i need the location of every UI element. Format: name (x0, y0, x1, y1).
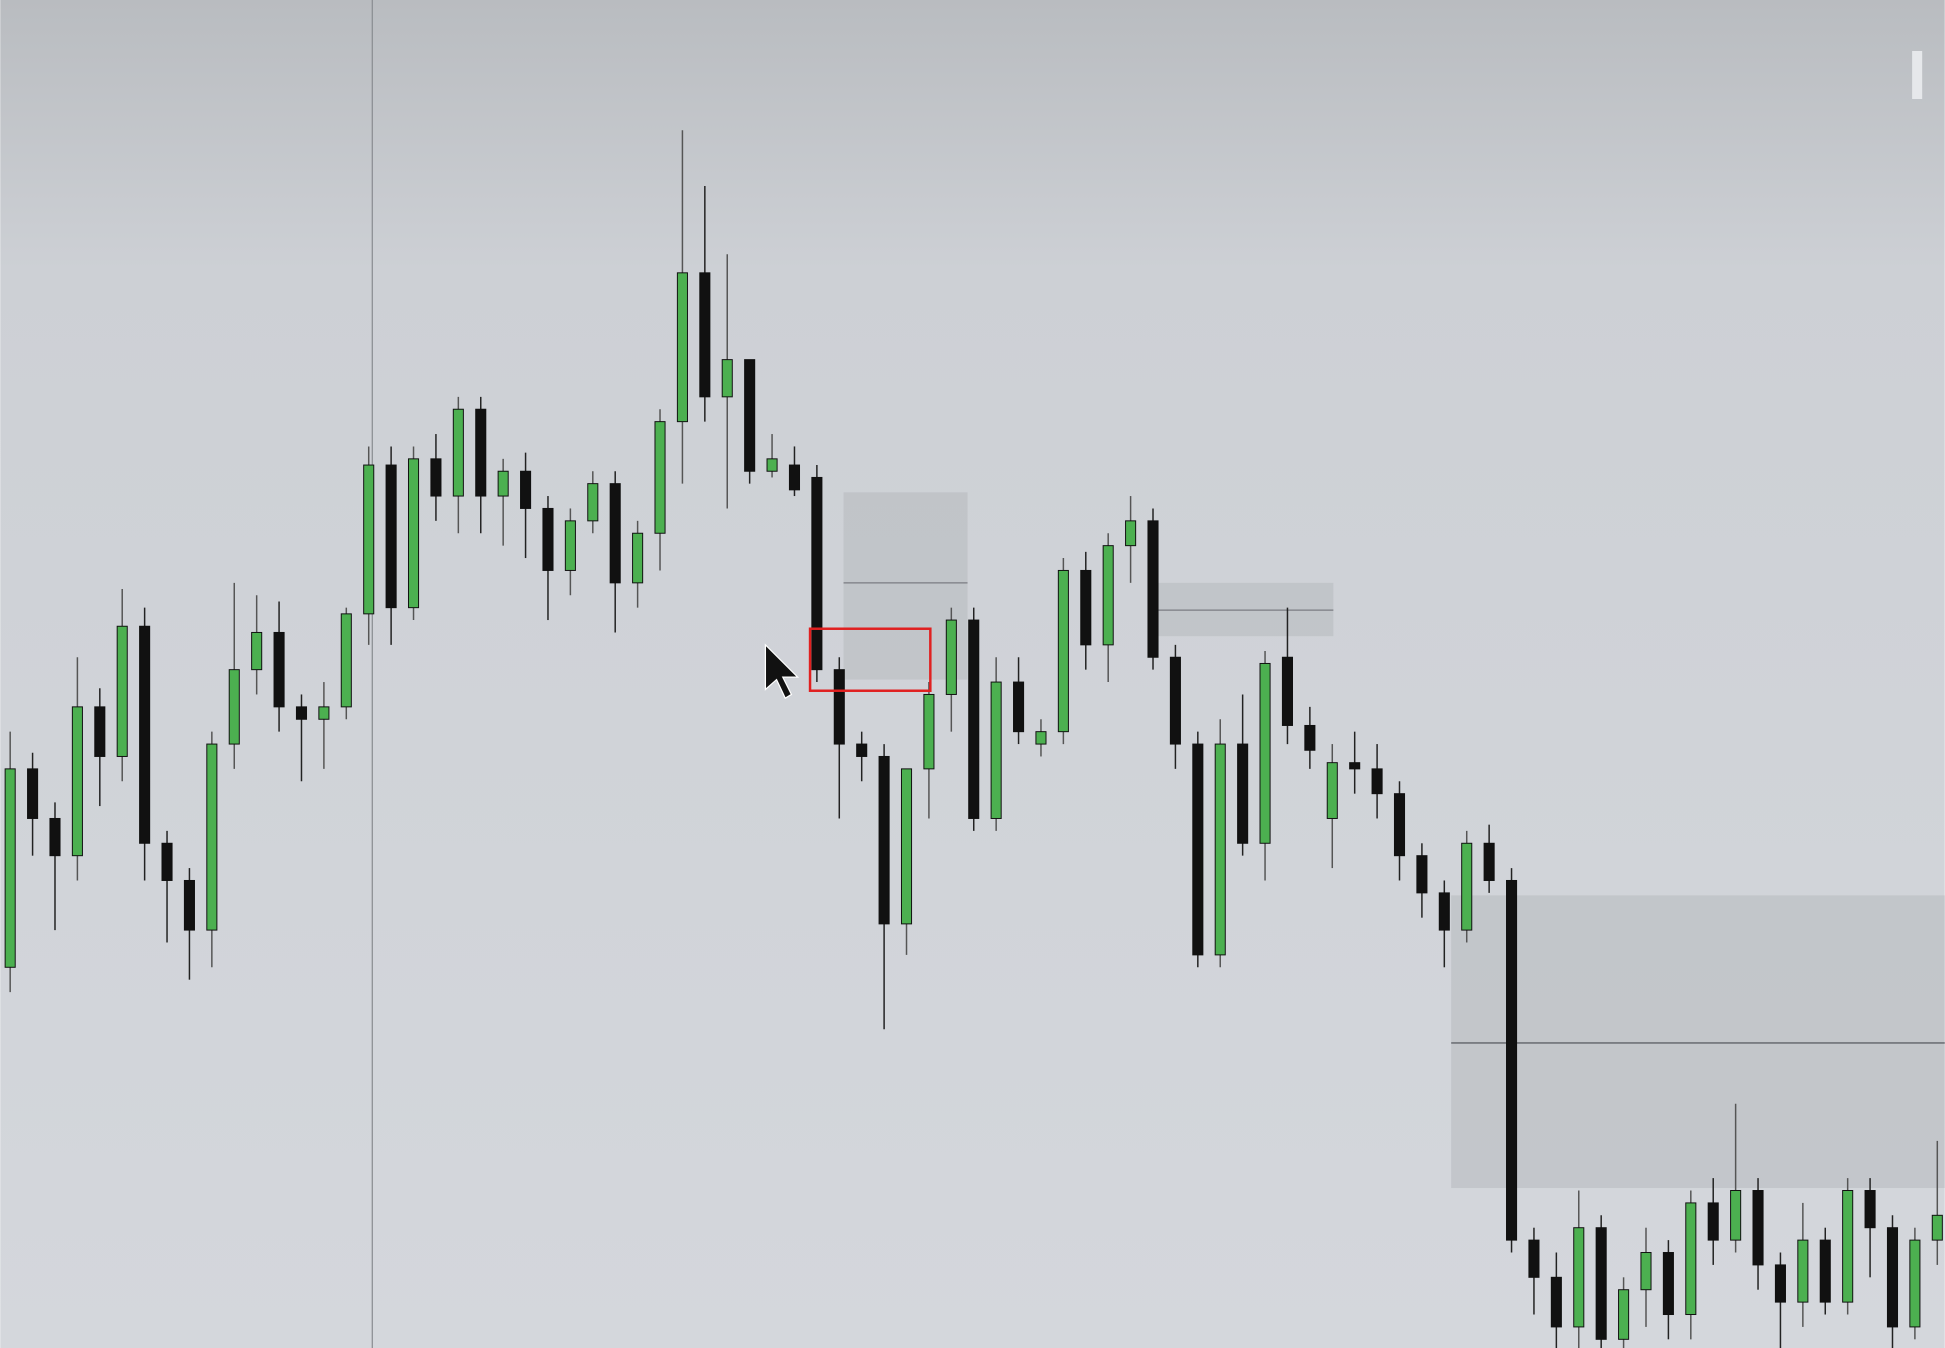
candle-body-down (609, 483, 621, 584)
highlight-box (808, 627, 932, 692)
candle-body-up (1214, 743, 1226, 956)
candle-body-up (900, 768, 913, 925)
candle-body-up (632, 532, 644, 584)
candle-body-down (1147, 520, 1159, 658)
candle-body-down (161, 842, 173, 881)
candle-body-down (1393, 793, 1406, 857)
candle-body-down (788, 464, 801, 491)
candle-body-down (1416, 855, 1428, 894)
candle-body-up (923, 693, 935, 770)
candle-body-up (945, 619, 957, 695)
candle-body-down (1506, 879, 1518, 1241)
candle-body-up (4, 768, 16, 968)
candle-body-up (766, 458, 778, 472)
candle-body-up (564, 520, 576, 571)
candle-body-down (1304, 724, 1316, 751)
candle-body-down (1371, 768, 1383, 795)
candle-body-up (1326, 762, 1338, 819)
zone (1451, 895, 1945, 1189)
candle-body-down (1169, 656, 1181, 745)
candle-body-up (318, 706, 330, 720)
candle-body-down (1886, 1227, 1899, 1328)
candle-body-up (676, 272, 688, 423)
candle-body-up (990, 681, 1002, 819)
candle-body-down (1080, 569, 1092, 646)
candle-body-up (1931, 1214, 1943, 1241)
candle-body-down (1483, 842, 1495, 881)
candle-body-down (1774, 1264, 1786, 1303)
candle-body-up (1573, 1227, 1585, 1328)
candle-body-up (452, 408, 464, 497)
candle-body-up (407, 458, 420, 609)
candle-body-up (251, 631, 263, 671)
candle-body-up (497, 470, 509, 497)
candle-body-down (94, 706, 106, 757)
candle-body-up (1125, 520, 1137, 547)
candle-body-down (968, 619, 980, 819)
candle-body-up (71, 706, 83, 857)
candle-body-up (1102, 545, 1114, 646)
candle-body-down (1662, 1252, 1674, 1316)
candle-body-up (654, 421, 666, 534)
candle-body-up (228, 669, 240, 745)
candle-body-up (721, 359, 733, 398)
candle-body-up (206, 743, 218, 931)
candle-body-down (811, 476, 823, 671)
candle-body-down (1192, 743, 1204, 956)
candle-body-down (878, 755, 890, 925)
candle-body-up (1909, 1239, 1921, 1328)
candle-body-down (856, 743, 868, 757)
watermark: I (1908, 36, 1927, 114)
candle-body-down (273, 631, 285, 708)
candle-body-down (430, 458, 442, 497)
candle-body-down (1595, 1227, 1607, 1340)
candle-body-up (1035, 731, 1047, 745)
candle-body-up (1461, 842, 1473, 931)
candle-body-down (1237, 743, 1249, 844)
candle-body-down (1819, 1239, 1831, 1303)
candle-body-down (1281, 656, 1293, 726)
candle-body-down (385, 464, 397, 609)
candle-body-up (587, 483, 599, 522)
candle-body-up (1640, 1252, 1652, 1291)
candle-body-down (27, 768, 39, 819)
candle-body-down (295, 706, 308, 720)
candle-body-up (1685, 1202, 1697, 1316)
candle-body-up (340, 613, 352, 708)
candle-body-down (1752, 1190, 1764, 1266)
candle-body-down (1438, 892, 1450, 931)
candle-body-down (475, 408, 487, 497)
candle-body-down (699, 272, 711, 398)
candle-body-down (1864, 1190, 1876, 1229)
candle-body-up (1797, 1239, 1809, 1303)
candle-body-down (139, 625, 151, 844)
candles (4, 130, 1943, 1348)
candle-body-up (116, 625, 128, 757)
candle-body-up (1730, 1190, 1742, 1241)
candle-body-down (183, 879, 195, 931)
candle-body-down (1550, 1276, 1562, 1328)
mouse-cursor (764, 643, 800, 700)
candle-body-down (1349, 762, 1361, 770)
candle-body-down (542, 507, 554, 571)
candle-body-down (1707, 1202, 1719, 1241)
candle-body-down (833, 669, 845, 745)
candle-body-down (49, 817, 61, 857)
candle-body-down (1013, 681, 1025, 733)
candle-body-up (1057, 569, 1069, 733)
candle-body-up (363, 464, 375, 615)
candle-body-up (1259, 662, 1271, 844)
candle-body-up (1618, 1289, 1630, 1340)
candle-body-down (744, 359, 756, 472)
candle-body-down (1528, 1239, 1540, 1278)
candle-body-down (520, 470, 532, 509)
candle-body-up (1842, 1190, 1854, 1303)
